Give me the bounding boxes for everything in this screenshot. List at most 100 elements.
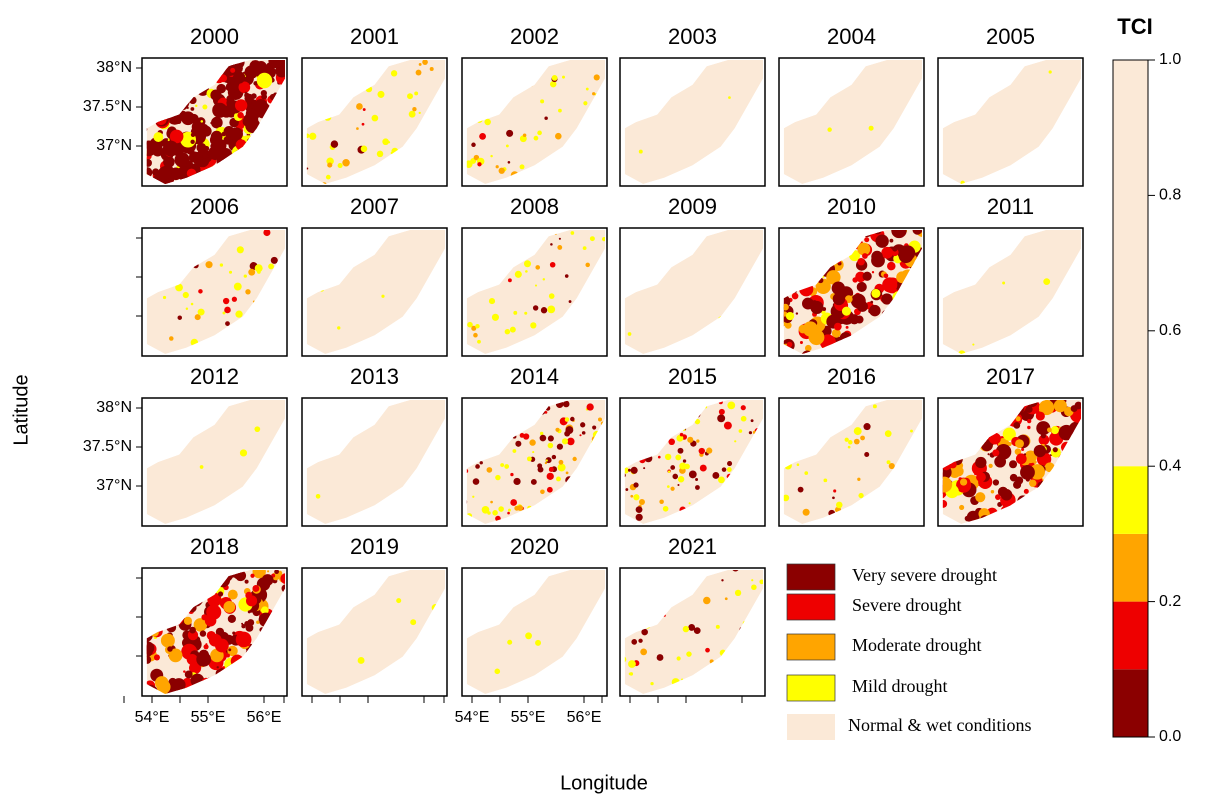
drought-patch	[695, 419, 700, 424]
drought-patch	[831, 254, 833, 256]
drought-patch	[205, 643, 207, 645]
drought-patch	[407, 93, 413, 99]
drought-patch	[678, 448, 684, 454]
drought-patch	[724, 422, 732, 430]
drought-patch	[252, 653, 255, 656]
drought-patch	[149, 598, 164, 613]
drought-patch	[155, 240, 163, 248]
drought-patch	[705, 406, 708, 409]
drought-patch	[891, 504, 895, 508]
drought-patch	[215, 578, 224, 587]
drought-patch	[535, 640, 541, 646]
drought-patch	[565, 476, 573, 484]
legend-swatch	[787, 675, 835, 701]
drought-patch	[266, 144, 270, 148]
drought-patch	[1034, 500, 1041, 507]
drought-patch	[561, 504, 569, 512]
drought-patch	[464, 469, 468, 473]
drought-patch	[194, 73, 203, 82]
drought-patch	[218, 567, 233, 582]
drought-patch	[468, 408, 472, 412]
drought-patch	[776, 342, 785, 351]
drought-patch	[818, 278, 824, 284]
drought-patch	[664, 432, 671, 439]
drought-patch	[409, 146, 417, 154]
drought-patch	[169, 99, 180, 110]
drought-patch	[1009, 460, 1017, 468]
drought-patch	[369, 179, 372, 182]
drought-patch	[145, 88, 154, 97]
drought-patch	[855, 399, 861, 405]
drought-patch	[585, 502, 593, 510]
drought-patch	[282, 637, 288, 643]
drought-patch	[189, 69, 203, 83]
drought-patch	[572, 457, 576, 461]
drought-patch	[857, 282, 867, 292]
map	[618, 396, 767, 528]
drought-patch	[203, 128, 211, 136]
drought-patch	[727, 474, 733, 480]
drought-patch	[225, 310, 228, 313]
panel-title: 2010	[827, 194, 876, 219]
drought-patch	[784, 462, 792, 470]
drought-patch	[633, 494, 639, 500]
legend-label: Normal & wet conditions	[848, 715, 1031, 735]
panel-title: 2011	[987, 194, 1034, 219]
drought-patch	[507, 401, 515, 409]
drought-patch	[833, 293, 845, 305]
drought-patch	[515, 441, 521, 447]
drought-patch	[229, 271, 232, 274]
drought-patch	[242, 684, 251, 693]
drought-patch	[232, 688, 246, 702]
drought-patch	[736, 472, 742, 478]
drought-patch	[955, 450, 965, 460]
drought-patch	[828, 240, 833, 245]
drought-patch	[486, 401, 493, 408]
drought-patch	[259, 168, 274, 183]
drought-patch	[153, 132, 163, 142]
drought-patch	[972, 444, 978, 450]
drought-patch	[1013, 422, 1020, 429]
drought-patch	[269, 133, 283, 147]
drought-patch	[992, 426, 998, 432]
drought-patch	[899, 299, 913, 313]
drought-patch	[467, 408, 475, 416]
drought-patch	[643, 409, 647, 413]
drought-patch	[198, 309, 205, 316]
drought-patch	[236, 632, 252, 648]
drought-patch	[365, 174, 370, 179]
drought-patch	[869, 305, 880, 316]
drought-patch	[663, 506, 669, 512]
drought-patch	[176, 119, 181, 124]
drought-patch	[146, 142, 149, 145]
drought-patch	[277, 117, 282, 122]
drought-patch	[980, 515, 990, 525]
drought-patch	[912, 225, 922, 235]
drought-patch	[181, 591, 193, 603]
drought-patch	[525, 632, 532, 639]
drought-patch	[871, 342, 883, 354]
drought-patch	[1024, 500, 1036, 512]
drought-patch	[180, 98, 189, 107]
drought-patch	[545, 411, 548, 414]
drought-patch	[794, 290, 797, 293]
drought-patch	[999, 417, 1009, 427]
panel-title: 2006	[190, 194, 239, 219]
drought-patch	[739, 462, 746, 469]
lat-tick-label: 38°N	[96, 399, 132, 416]
drought-patch	[513, 478, 520, 485]
drought-patch	[634, 438, 637, 441]
drought-patch	[1024, 511, 1037, 524]
drought-patch	[225, 403, 227, 405]
drought-patch	[269, 169, 281, 181]
drought-patch	[956, 432, 969, 445]
drought-patch	[1071, 446, 1082, 457]
drought-patch	[1068, 481, 1081, 494]
drought-patch	[169, 259, 175, 265]
drought-patch	[164, 84, 178, 98]
drought-patch	[705, 684, 708, 687]
drought-patch	[255, 168, 268, 181]
drought-patch	[245, 92, 248, 95]
drought-patch	[562, 76, 565, 79]
drought-patch	[335, 181, 343, 189]
